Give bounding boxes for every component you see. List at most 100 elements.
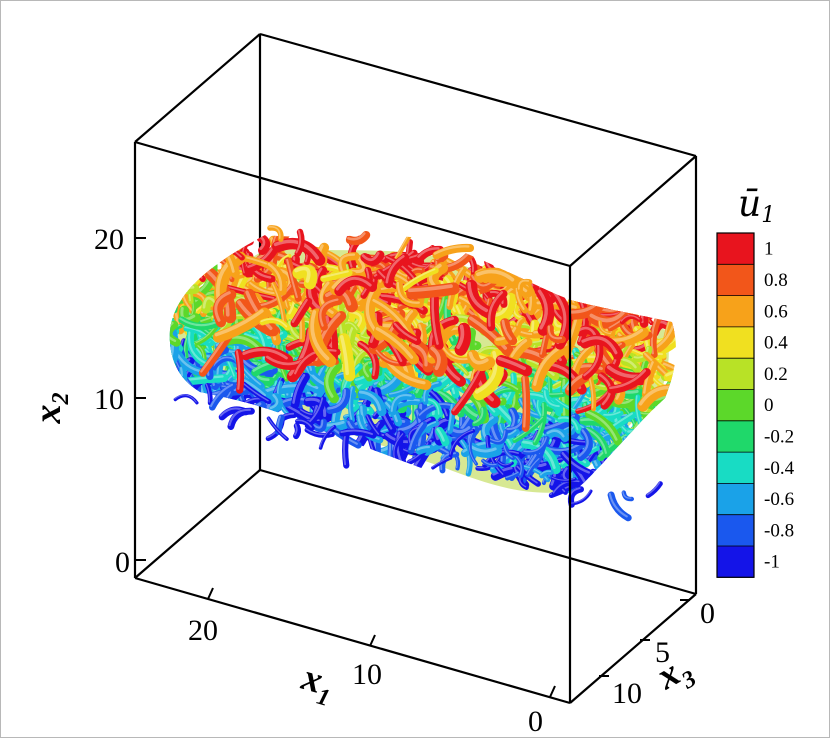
vortex-tube bbox=[169, 384, 179, 392]
vortex-tube-highlight bbox=[571, 283, 608, 301]
vortex-tube bbox=[623, 472, 658, 483]
vortex-tube bbox=[169, 251, 181, 267]
vortex-tube bbox=[357, 389, 387, 417]
vortex-tube bbox=[169, 351, 176, 369]
vortex-tube-highlight bbox=[169, 282, 172, 297]
vortex-tube bbox=[594, 467, 607, 499]
vortex-tube-highlight bbox=[626, 455, 630, 486]
vortex-tube bbox=[169, 283, 179, 314]
vortex-tube bbox=[635, 466, 654, 488]
vortex-tube-highlight bbox=[665, 370, 676, 385]
vortex-tube bbox=[610, 463, 650, 477]
vortex-tube bbox=[624, 452, 664, 482]
x1-tick-label: 10 bbox=[352, 658, 382, 691]
vortex-tube-highlight bbox=[561, 451, 590, 474]
vortex-tube-highlight bbox=[647, 449, 668, 480]
vortex-tube bbox=[655, 404, 674, 423]
vortex-tube-highlight bbox=[169, 253, 176, 263]
colorbar-swatch bbox=[717, 546, 754, 578]
vortex-tube-highlight bbox=[366, 414, 380, 435]
vortex-tube-highlight bbox=[636, 467, 651, 485]
vortex-tube-highlight bbox=[242, 382, 269, 402]
vortex-tube-highlight bbox=[636, 467, 650, 481]
vortex-tube bbox=[662, 413, 676, 436]
vortex-tube-highlight bbox=[656, 405, 670, 419]
vortex-tube-highlight bbox=[512, 249, 525, 280]
vortex-tube bbox=[621, 443, 662, 471]
vortex-tube-highlight bbox=[636, 441, 656, 460]
vortex-tube-highlight bbox=[327, 388, 347, 410]
vortex-tube bbox=[187, 247, 212, 260]
x1-tick-label: 0 bbox=[528, 705, 543, 738]
vortex-tube bbox=[624, 464, 641, 478]
vortex-tube-highlight bbox=[628, 470, 645, 484]
vortex-tube bbox=[459, 439, 473, 477]
vortex-tube-highlight bbox=[578, 283, 627, 300]
vortex-tube-highlight bbox=[460, 439, 470, 474]
vortex-tube-highlight bbox=[625, 453, 660, 479]
vortex-tube bbox=[169, 260, 193, 285]
vortex-tube-highlight bbox=[169, 391, 172, 406]
vortex-tube-highlight bbox=[450, 426, 471, 434]
vortex-tube-highlight bbox=[543, 390, 560, 408]
vortex-tube bbox=[468, 256, 478, 276]
vortex-tube bbox=[532, 402, 547, 446]
vortex-tube-highlight bbox=[292, 373, 306, 404]
vortex-tube-highlight bbox=[187, 243, 200, 256]
vortex-tube bbox=[622, 436, 657, 456]
vortex-tube-highlight bbox=[533, 402, 544, 443]
colorbar-label: 0.4 bbox=[764, 333, 788, 354]
vortex-tube-highlight bbox=[242, 378, 266, 397]
vortex-tube-highlight bbox=[169, 380, 185, 396]
vortex-tube bbox=[644, 455, 673, 475]
vortex-tube bbox=[626, 458, 651, 482]
vortex-tube bbox=[628, 469, 647, 486]
vortex-tube-highlight bbox=[169, 374, 172, 391]
vortex-tube bbox=[652, 443, 676, 457]
colorbar-label: -0.2 bbox=[764, 426, 794, 447]
vortex-tube bbox=[169, 364, 176, 381]
x3-axis: 0 5 10 x3 bbox=[599, 597, 715, 710]
vortex-tube-highlight bbox=[184, 326, 219, 346]
vortex-tube-highlight bbox=[169, 269, 184, 299]
vortex-tube bbox=[179, 268, 204, 281]
vortex-tube bbox=[619, 436, 659, 470]
vortex-tube bbox=[169, 276, 194, 296]
x2-tick-label: 20 bbox=[94, 223, 124, 256]
vortex-tube-highlight bbox=[603, 461, 631, 466]
vortex-tube bbox=[624, 454, 635, 490]
vortex-tube bbox=[570, 282, 611, 304]
vortex-tube bbox=[466, 442, 503, 459]
vortex-tube bbox=[654, 425, 676, 467]
vortex-tube-highlight bbox=[663, 415, 672, 431]
vortex-tube bbox=[662, 291, 676, 316]
colorbar-swatch bbox=[717, 420, 754, 453]
vortex-tube-highlight bbox=[657, 452, 670, 476]
vortex-tube bbox=[522, 436, 550, 456]
vortex-tube-highlight bbox=[578, 297, 597, 305]
vortex-tube-highlight bbox=[348, 386, 353, 420]
vortex-tube bbox=[389, 393, 416, 416]
vortex-tube-highlight bbox=[643, 419, 653, 444]
vortex-tube-highlight bbox=[624, 441, 650, 451]
vortex-tube-highlight bbox=[660, 494, 671, 501]
vortex-tube bbox=[664, 419, 674, 464]
vortex-tube bbox=[186, 242, 204, 260]
vortex-tube bbox=[653, 299, 676, 313]
colorbar-swatch bbox=[717, 326, 754, 359]
vortex-tube bbox=[657, 420, 676, 437]
x2-axis-title: x2 bbox=[27, 393, 74, 425]
vortex-tube bbox=[467, 314, 514, 357]
vortex-tube-highlight bbox=[174, 285, 195, 289]
vortex-tube-highlight bbox=[661, 271, 666, 310]
vortex-tube bbox=[616, 439, 640, 471]
vortex-tube bbox=[621, 436, 666, 455]
vortex-tube-highlight bbox=[637, 421, 646, 436]
vortex-tube bbox=[169, 373, 175, 394]
vortex-tube-highlight bbox=[667, 460, 676, 486]
vortex-tube bbox=[485, 435, 506, 478]
vortex-tube bbox=[629, 435, 644, 470]
vortex-tube-highlight bbox=[192, 236, 207, 272]
vortex-tube bbox=[616, 454, 649, 488]
vortex-tube-highlight bbox=[644, 288, 658, 308]
